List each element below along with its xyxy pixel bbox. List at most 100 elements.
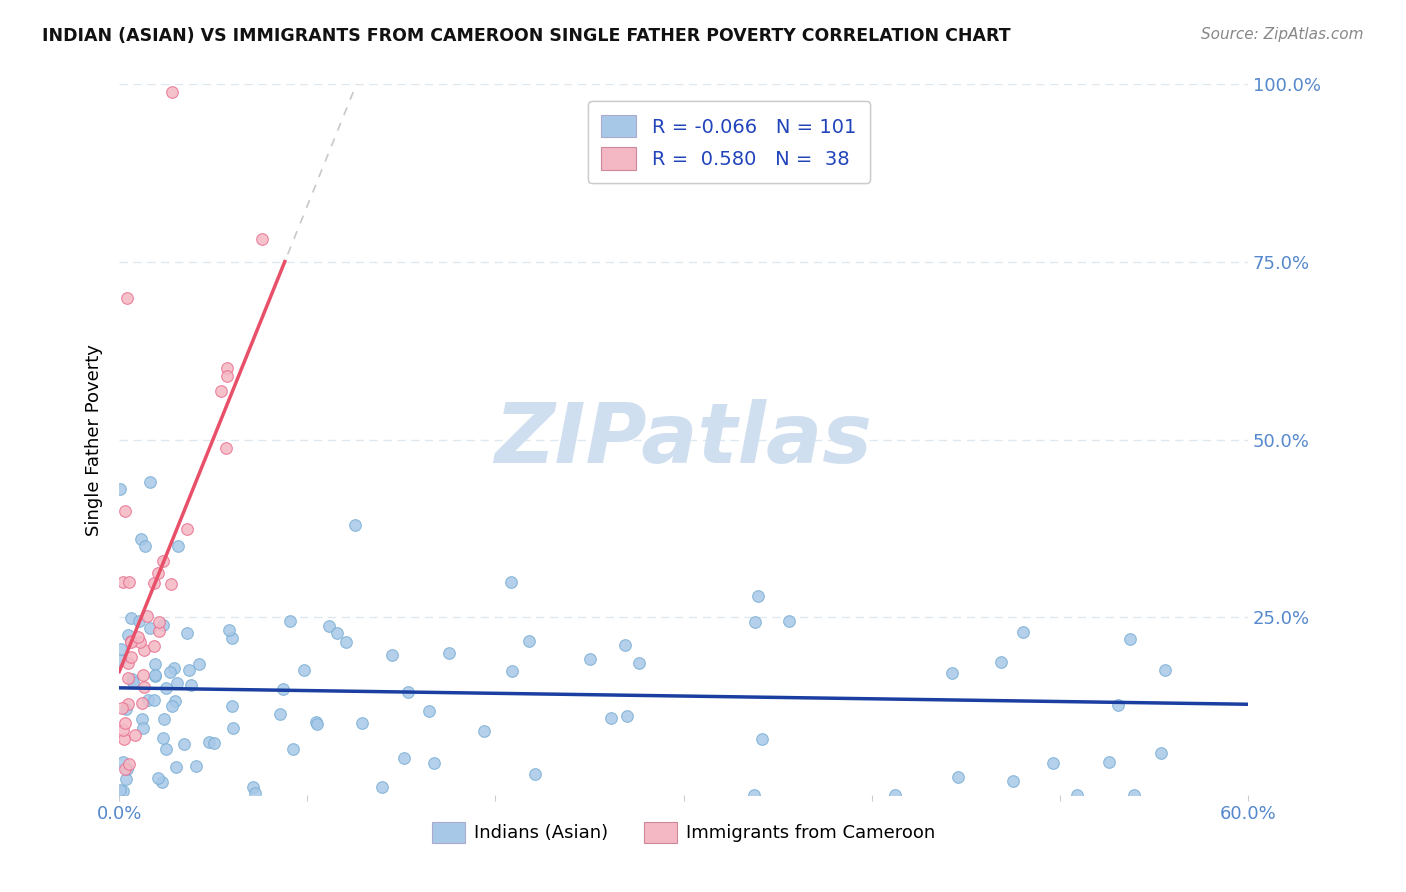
Indians (Asian) [1002,773,1025,788]
Immigrants from Cameroon [118,756,141,771]
Indians (Asian) [335,635,357,649]
Indians (Asian) [1150,746,1173,760]
Immigrants from Cameroon [136,608,159,623]
Immigrants from Cameroon [143,576,166,591]
Indians (Asian) [120,611,142,625]
Indians (Asian) [121,674,143,689]
Indians (Asian) [155,681,177,696]
Indians (Asian) [1107,698,1129,713]
Immigrants from Cameroon [215,441,238,455]
Indians (Asian) [243,786,266,800]
Immigrants from Cameroon [148,624,170,638]
Indians (Asian) [381,648,404,662]
Indians (Asian) [198,735,221,749]
Indians (Asian) [1122,788,1144,802]
Indians (Asian) [150,775,173,789]
Indians (Asian) [1012,625,1035,640]
Indians (Asian) [108,483,131,497]
Indians (Asian) [110,642,132,657]
Indians (Asian) [751,732,773,747]
Indians (Asian) [1154,663,1177,677]
Immigrants from Cameroon [114,762,136,776]
Indians (Asian) [1042,756,1064,770]
Text: Source: ZipAtlas.com: Source: ZipAtlas.com [1201,27,1364,42]
Indians (Asian) [146,771,169,785]
Immigrants from Cameroon [160,85,183,99]
Immigrants from Cameroon [148,615,170,630]
Immigrants from Cameroon [132,667,155,681]
Indians (Asian) [371,780,394,794]
Indians (Asian) [115,762,138,776]
Immigrants from Cameroon [120,649,142,664]
Indians (Asian) [136,693,159,707]
Indians (Asian) [173,738,195,752]
Indians (Asian) [778,615,800,629]
Immigrants from Cameroon [114,715,136,730]
Indians (Asian) [281,741,304,756]
Immigrants from Cameroon [111,701,134,715]
Indians (Asian) [221,699,243,714]
Immigrants from Cameroon [217,369,239,384]
Immigrants from Cameroon [215,360,238,375]
Indians (Asian) [143,657,166,672]
Indians (Asian) [394,751,416,765]
Indians (Asian) [613,638,636,652]
Indians (Asian) [202,736,225,750]
Immigrants from Cameroon [132,681,155,695]
Indians (Asian) [418,704,440,718]
Indians (Asian) [472,723,495,738]
Indians (Asian) [163,660,186,674]
Indians (Asian) [145,668,167,682]
Indians (Asian) [152,617,174,632]
Indians (Asian) [115,772,138,787]
Immigrants from Cameroon [176,522,198,536]
Indians (Asian) [139,475,162,490]
Indians (Asian) [128,615,150,629]
Indians (Asian) [343,518,366,533]
Immigrants from Cameroon [124,728,146,742]
Immigrants from Cameroon [128,635,150,649]
Indians (Asian) [501,574,523,589]
Indians (Asian) [744,788,766,802]
Indians (Asian) [292,663,315,677]
Immigrants from Cameroon [120,635,142,649]
Indians (Asian) [1118,632,1140,646]
Immigrants from Cameroon [117,657,139,671]
Indians (Asian) [112,784,135,798]
Indians (Asian) [326,626,349,640]
Immigrants from Cameroon [114,504,136,518]
Indians (Asian) [437,646,460,660]
Immigrants from Cameroon [117,698,139,712]
Indians (Asian) [990,655,1012,669]
Indians (Asian) [162,699,184,714]
Immigrants from Cameroon [112,574,135,589]
Indians (Asian) [423,756,446,771]
Immigrants from Cameroon [152,554,174,568]
Indians (Asian) [134,539,156,553]
Indians (Asian) [396,685,419,699]
Indians (Asian) [179,677,201,691]
Indians (Asian) [305,714,328,729]
Indians (Asian) [129,533,152,547]
Indians (Asian) [176,626,198,640]
Indians (Asian) [599,711,621,725]
Indians (Asian) [1066,788,1088,802]
Immigrants from Cameroon [209,384,232,398]
Indians (Asian) [269,706,291,721]
Indians (Asian) [501,664,523,678]
Indians (Asian) [143,693,166,707]
Indians (Asian) [941,665,963,680]
Immigrants from Cameroon [112,731,135,746]
Indians (Asian) [114,702,136,716]
Indians (Asian) [121,673,143,687]
Indians (Asian) [278,614,301,628]
Indians (Asian) [159,665,181,679]
Indians (Asian) [628,656,651,670]
Indians (Asian) [307,717,329,731]
Indians (Asian) [524,767,547,781]
Immigrants from Cameroon [252,232,274,246]
Legend: R = -0.066   N = 101, R =  0.580   N =  38: R = -0.066 N = 101, R = 0.580 N = 38 [588,102,870,183]
Indians (Asian) [152,731,174,745]
Indians (Asian) [167,539,190,553]
Immigrants from Cameroon [120,634,142,648]
